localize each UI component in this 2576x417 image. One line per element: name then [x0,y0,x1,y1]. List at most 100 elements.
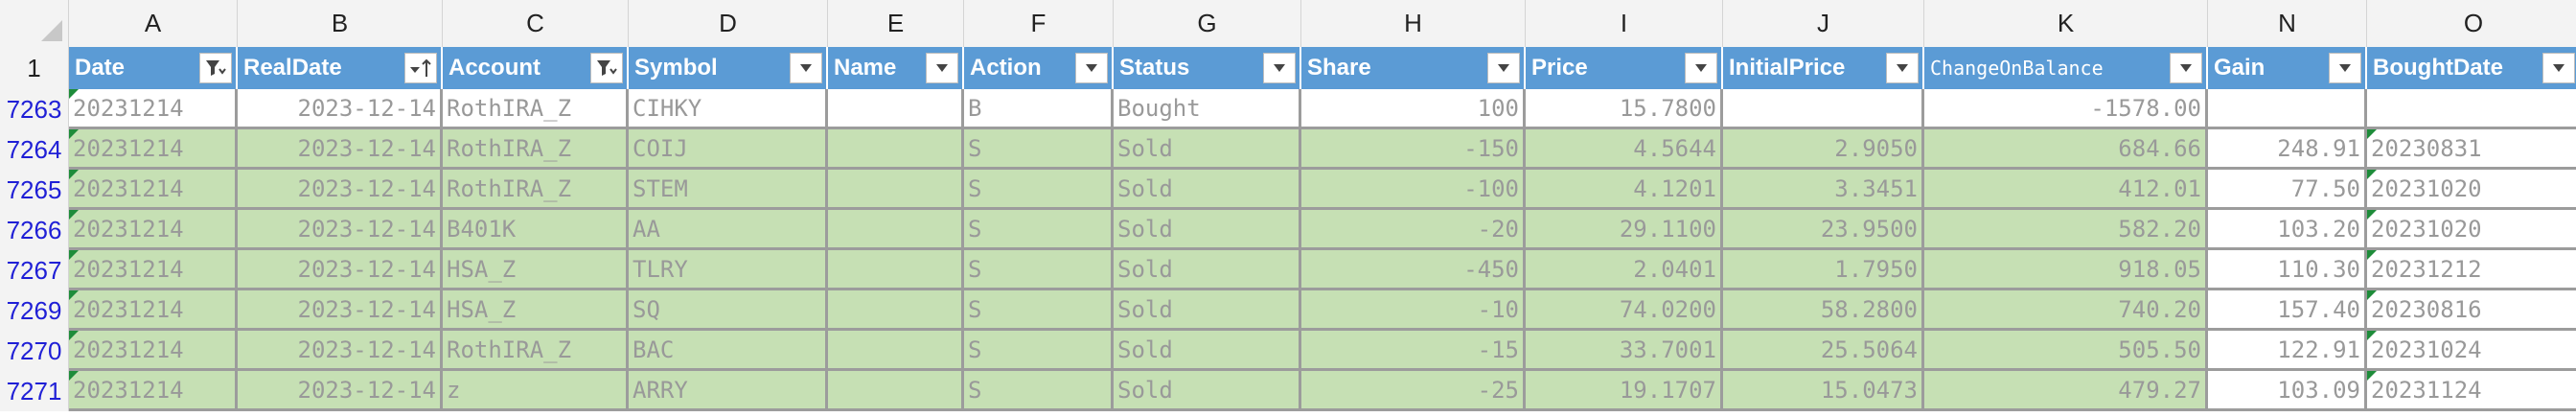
cell-changeonbalance[interactable]: 740.20 [1924,290,2208,331]
cell-changeonbalance[interactable]: 684.66 [1924,129,2208,170]
cell-symbol[interactable]: STEM [629,170,828,210]
cell-name[interactable] [828,371,964,411]
cell-price[interactable]: 19.1707 [1526,371,1723,411]
cell-changeonbalance[interactable]: 582.20 [1924,210,2208,250]
cell-changeonbalance[interactable]: 505.50 [1924,331,2208,371]
cell-boughtdate[interactable]: 20230831 [2367,129,2576,170]
cell-name[interactable] [828,170,964,210]
row-number[interactable]: 7264 [0,129,69,170]
cell-symbol[interactable]: ARRY [629,371,828,411]
cell-gain[interactable]: 103.09 [2208,371,2367,411]
cell-date[interactable]: 20231214 [69,371,238,411]
cell-price[interactable]: 33.7001 [1526,331,1723,371]
column-header-j[interactable]: J [1723,0,1924,47]
cell-share[interactable]: -20 [1301,210,1526,250]
cell-price[interactable]: 4.5644 [1526,129,1723,170]
cell-gain[interactable]: 110.30 [2208,250,2367,290]
cell-initialprice[interactable]: 23.9500 [1723,210,1924,250]
cell-changeonbalance[interactable]: 412.01 [1924,170,2208,210]
column-header-h[interactable]: H [1301,0,1526,47]
cell-date[interactable]: 20231214 [69,170,238,210]
dropdown-arrow-icon[interactable] [1487,53,1520,83]
column-header-d[interactable]: D [629,0,828,47]
cell-status[interactable]: Sold [1114,290,1301,331]
column-header-b[interactable]: B [238,0,443,47]
cell-boughtdate[interactable]: 20231024 [2367,331,2576,371]
cell-name[interactable] [828,210,964,250]
cell-symbol[interactable]: AA [629,210,828,250]
cell-boughtdate[interactable]: 20231020 [2367,170,2576,210]
cell-boughtdate[interactable]: 20231212 [2367,250,2576,290]
filter-active-icon[interactable] [590,53,623,83]
cell-share[interactable]: -25 [1301,371,1526,411]
row-number[interactable]: 7269 [0,290,69,331]
dropdown-arrow-icon[interactable] [2329,53,2361,83]
cell-account[interactable]: RothIRA_Z [443,89,629,129]
cell-date[interactable]: 20231214 [69,89,238,129]
column-header-o[interactable]: O [2367,0,2576,47]
cell-action[interactable]: S [964,371,1114,411]
column-header-c[interactable]: C [443,0,629,47]
cell-price[interactable]: 29.1100 [1526,210,1723,250]
cell-date[interactable]: 20231214 [69,331,238,371]
cell-initialprice[interactable]: 25.5064 [1723,331,1924,371]
cell-account[interactable]: HSA_Z [443,250,629,290]
cell-realdate[interactable]: 2023-12-14 [238,371,443,411]
cell-initialprice[interactable]: 2.9050 [1723,129,1924,170]
cell-name[interactable] [828,290,964,331]
row-number[interactable]: 7267 [0,250,69,290]
cell-account[interactable]: B401K [443,210,629,250]
cell-status[interactable]: Sold [1114,250,1301,290]
cell-share[interactable]: -150 [1301,129,1526,170]
cell-realdate[interactable]: 2023-12-14 [238,290,443,331]
cell-share[interactable]: -10 [1301,290,1526,331]
cell-realdate[interactable]: 2023-12-14 [238,129,443,170]
dropdown-arrow-icon[interactable] [2170,53,2202,83]
column-header-g[interactable]: G [1114,0,1301,47]
select-all-corner[interactable] [0,0,69,47]
cell-realdate[interactable]: 2023-12-14 [238,250,443,290]
column-header-n[interactable]: N [2208,0,2367,47]
cell-boughtdate[interactable]: 20230816 [2367,290,2576,331]
cell-initialprice[interactable] [1723,89,1924,129]
row-number[interactable]: 7263 [0,89,69,129]
cell-initialprice[interactable]: 1.7950 [1723,250,1924,290]
cell-date[interactable]: 20231214 [69,129,238,170]
cell-symbol[interactable]: CIHKY [629,89,828,129]
cell-gain[interactable]: 103.20 [2208,210,2367,250]
cell-price[interactable]: 2.0401 [1526,250,1723,290]
cell-share[interactable]: -15 [1301,331,1526,371]
cell-gain[interactable]: 77.50 [2208,170,2367,210]
cell-initialprice[interactable]: 15.0473 [1723,371,1924,411]
dropdown-arrow-icon[interactable] [1685,53,1717,83]
dropdown-arrow-icon[interactable] [790,53,822,83]
dropdown-arrow-icon[interactable] [926,53,958,83]
cell-boughtdate[interactable]: 20231124 [2367,371,2576,411]
cell-realdate[interactable]: 2023-12-14 [238,210,443,250]
filter-active-icon[interactable] [199,53,232,83]
cell-price[interactable]: 15.7800 [1526,89,1723,129]
cell-name[interactable] [828,129,964,170]
cell-boughtdate[interactable] [2367,89,2576,129]
cell-status[interactable]: Sold [1114,170,1301,210]
dropdown-arrow-icon[interactable] [1075,53,1108,83]
cell-price[interactable]: 4.1201 [1526,170,1723,210]
column-header-i[interactable]: I [1526,0,1723,47]
cell-action[interactable]: S [964,331,1114,371]
cell-share[interactable]: -100 [1301,170,1526,210]
cell-symbol[interactable]: BAC [629,331,828,371]
cell-action[interactable]: S [964,290,1114,331]
column-header-a[interactable]: A [69,0,238,47]
cell-account[interactable]: HSA_Z [443,290,629,331]
cell-initialprice[interactable]: 58.2800 [1723,290,1924,331]
dropdown-arrow-icon[interactable] [1263,53,1296,83]
row-number[interactable]: 7270 [0,331,69,371]
dropdown-arrow-icon[interactable] [2542,53,2575,83]
cell-share[interactable]: 100 [1301,89,1526,129]
cell-changeonbalance[interactable]: -1578.00 [1924,89,2208,129]
column-header-f[interactable]: F [964,0,1114,47]
cell-date[interactable]: 20231214 [69,210,238,250]
cell-action[interactable]: S [964,250,1114,290]
cell-symbol[interactable]: COIJ [629,129,828,170]
cell-realdate[interactable]: 2023-12-14 [238,89,443,129]
